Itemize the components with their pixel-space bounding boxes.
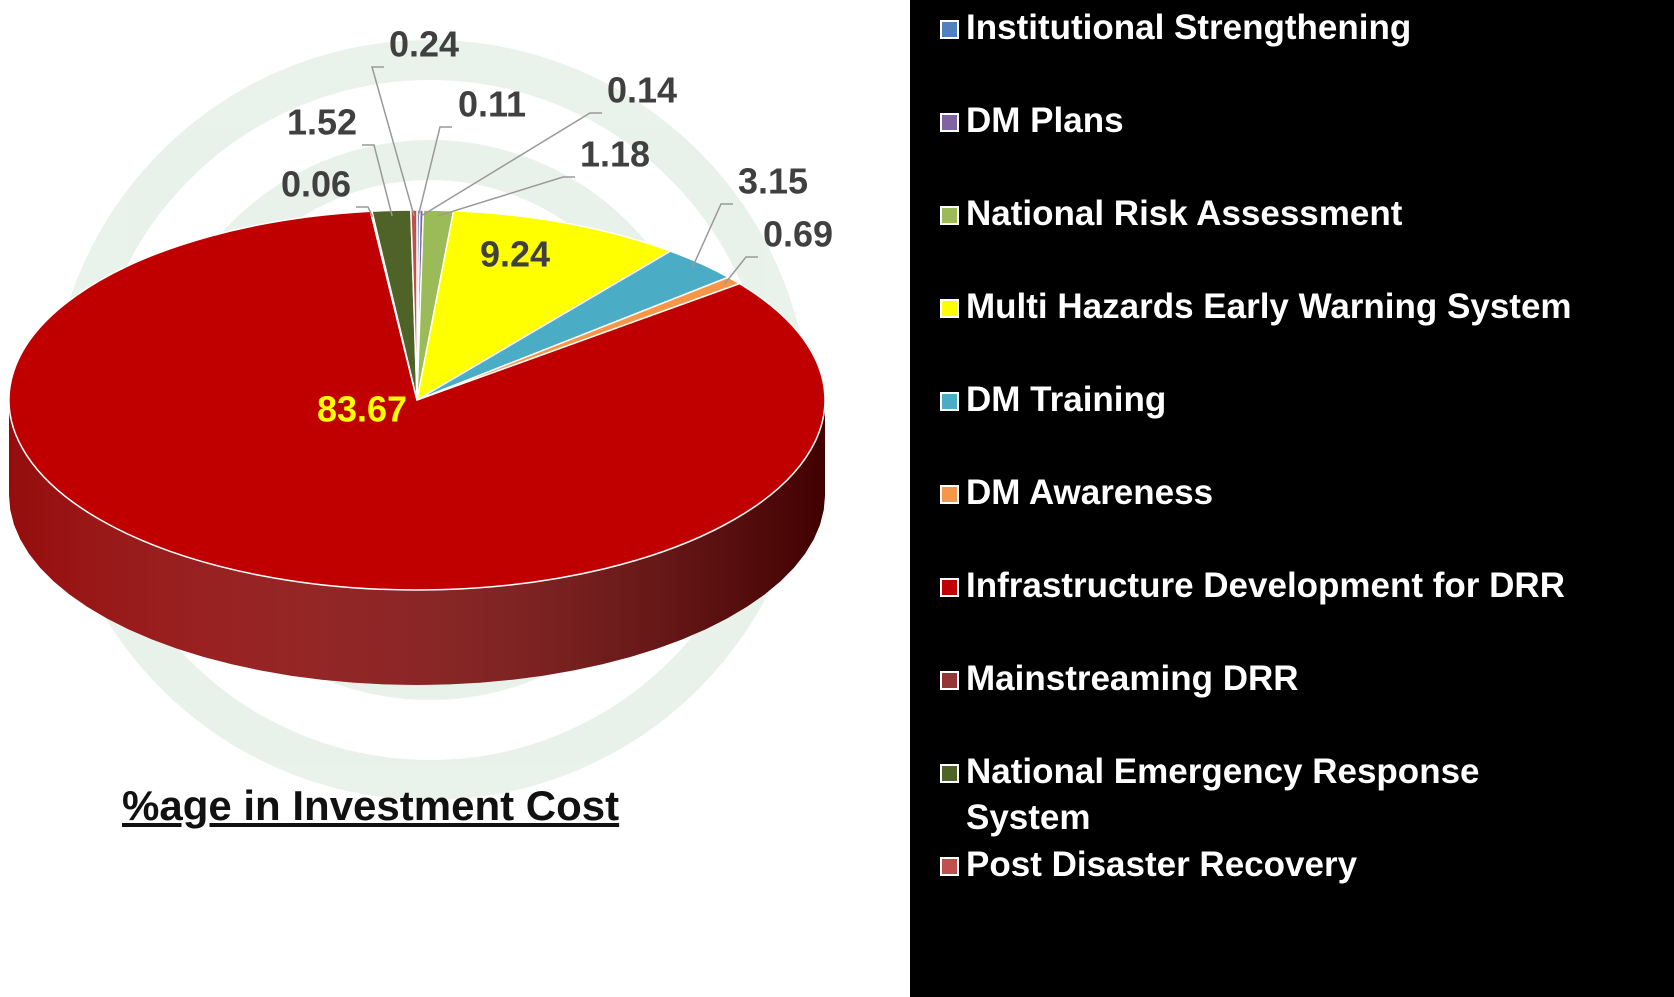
legend-swatch: [940, 206, 959, 225]
legend-label: DM Training: [966, 380, 1166, 419]
legend-label: Infrastructure Development for DRR: [966, 566, 1565, 605]
legend-item: DM Plans: [934, 98, 1586, 144]
page: 0.11 0.14 1.18 9.24 3.15 0.69 83.67 0.06 1.52 0.2…: [0, 0, 1674, 997]
legend-swatch: [940, 764, 959, 783]
legend-item: Mainstreaming DRR: [934, 656, 1586, 702]
legend-swatch: [940, 578, 959, 597]
data-label: 0.06: [281, 164, 351, 205]
legend-label: National Emergency Response System: [966, 752, 1480, 837]
legend-swatch: [940, 857, 959, 876]
legend-item: Post Disaster Recovery: [934, 842, 1586, 888]
legend-label: DM Awareness: [966, 473, 1213, 512]
legend-swatch: [940, 392, 959, 411]
data-label: 0.24: [389, 24, 459, 65]
legend-label: National Risk Assessment: [966, 194, 1402, 233]
legend: Institutional Strengthening DM Plans Natio…: [910, 0, 1674, 997]
legend-swatch: [940, 299, 959, 318]
legend-item: DM Awareness: [934, 470, 1586, 516]
legend-label: Institutional Strengthening: [966, 8, 1411, 47]
data-label: 0.11: [458, 84, 526, 125]
legend-label: Post Disaster Recovery: [966, 845, 1357, 884]
chart-title: %age in Investment Cost: [122, 782, 619, 830]
legend-swatch: [940, 671, 959, 690]
data-label: 1.52: [287, 102, 357, 143]
legend-swatch: [940, 20, 959, 39]
legend-item: Institutional Strengthening: [934, 5, 1586, 51]
data-label: 0.14: [607, 70, 677, 111]
legend-item: National Emergency Response System: [934, 749, 1586, 841]
data-label: 83.67: [317, 389, 407, 430]
legend-label: DM Plans: [966, 101, 1124, 140]
legend-swatch: [940, 485, 959, 504]
legend-item: National Risk Assessment: [934, 191, 1586, 237]
chart: 0.11 0.14 1.18 9.24 3.15 0.69 83.67 0.06 1.52 0.2…: [0, 0, 910, 997]
legend-item: Infrastructure Development for DRR: [934, 563, 1586, 609]
legend-label: Mainstreaming DRR: [966, 659, 1299, 698]
data-label: 0.69: [763, 214, 833, 255]
data-label: 1.18: [580, 134, 650, 175]
legend-item: Multi Hazards Early Warning System: [934, 284, 1586, 330]
legend-item: DM Training: [934, 377, 1586, 423]
legend-swatch: [940, 113, 959, 132]
data-label: 3.15: [738, 161, 808, 202]
data-label: 9.24: [480, 234, 550, 275]
legend-label: Multi Hazards Early Warning System: [966, 287, 1572, 326]
